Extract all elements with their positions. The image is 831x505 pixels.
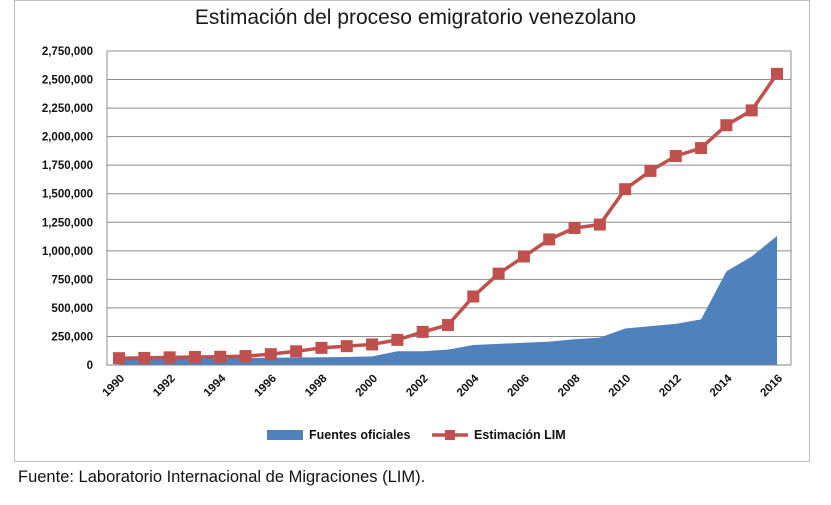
data-point-estimacion-lim (543, 233, 556, 246)
data-point-estimacion-lim (492, 267, 505, 280)
data-point-estimacion-lim (290, 345, 303, 358)
area-fuentes-oficiales (119, 235, 777, 365)
line-estimacion-lim (118, 72, 779, 360)
data-point-estimacion-lim (366, 338, 379, 351)
y-tick-label: 2,500,000 (42, 75, 93, 87)
data-point-estimacion-lim (138, 351, 151, 364)
data-point-estimacion-lim (467, 290, 480, 303)
x-tick-label: 1996 (252, 373, 279, 400)
chart-frame (14, 0, 810, 462)
x-tick-label: 2012 (657, 373, 684, 400)
y-tick-label: 1,250,000 (42, 217, 93, 229)
data-point-estimacion-lim (644, 164, 657, 177)
x-tick-label: 2016 (759, 373, 786, 400)
y-tick-label: 500,000 (51, 303, 93, 315)
chart-svg: 0 250,000 500,000 750,000 1,000,000 1,250,000… (42, 46, 792, 442)
data-point-estimacion-lim (745, 104, 758, 117)
x-tick-label: 2014 (708, 372, 735, 399)
data-point-estimacion-lim (113, 352, 125, 365)
x-tick-label: 1990 (101, 373, 128, 400)
data-point-estimacion-lim (163, 351, 176, 364)
x-tick-label: 2006 (505, 373, 532, 400)
y-tick-label: 2,750,000 (42, 46, 93, 58)
data-point-estimacion-lim (517, 250, 530, 263)
x-tick-label: 1998 (303, 372, 330, 399)
data-point-estimacion-lim (619, 183, 632, 196)
y-tick-label: 1,000,000 (42, 246, 93, 258)
data-point-estimacion-lim (239, 350, 252, 363)
x-tick-label: 2008 (556, 372, 583, 399)
x-tick-label: 2004 (455, 372, 482, 399)
data-point-estimacion-lim (391, 333, 404, 346)
x-tick-label: 1994 (202, 372, 229, 399)
legend-label-fuentes-oficiales: Fuentes oficiales (309, 428, 410, 442)
legend-label-estimacion-lim: Estimación LIM (474, 428, 566, 442)
legend-marker-estimacion-lim (445, 430, 455, 440)
y-tick-label: 2,000,000 (42, 132, 93, 144)
data-point-estimacion-lim (669, 150, 682, 163)
data-point-estimacion-lim (593, 218, 606, 231)
x-tick-label: 2000 (354, 373, 381, 400)
data-point-estimacion-lim (771, 67, 783, 80)
x-tick-label: 2002 (404, 373, 431, 400)
data-point-estimacion-lim (264, 348, 277, 361)
data-point-estimacion-lim (340, 340, 353, 353)
y-tick-label: 0 (87, 360, 93, 372)
data-point-estimacion-lim (315, 341, 328, 354)
data-point-estimacion-lim (568, 221, 581, 234)
legend-swatch-fuentes-oficiales (267, 430, 303, 440)
data-point-estimacion-lim (214, 350, 227, 363)
y-tick-label: 750,000 (51, 274, 93, 286)
x-tick-label: 2010 (607, 373, 634, 400)
data-point-estimacion-lim (442, 319, 454, 332)
y-tick-label: 2,250,000 (42, 103, 93, 115)
data-point-estimacion-lim (720, 119, 733, 132)
y-tick-label: 250,000 (51, 331, 93, 343)
source-note: Fuente: Laboratorio Internacional de Mig… (18, 468, 426, 486)
y-tick-label: 1,500,000 (42, 189, 93, 201)
data-point-estimacion-lim (695, 142, 708, 155)
x-tick-label: 1992 (151, 373, 178, 400)
chart-title: Estimación del proceso emigratorio venez… (194, 6, 637, 29)
data-point-estimacion-lim (416, 325, 429, 338)
y-tick-label: 1,750,000 (42, 160, 93, 172)
data-point-estimacion-lim (188, 351, 201, 364)
